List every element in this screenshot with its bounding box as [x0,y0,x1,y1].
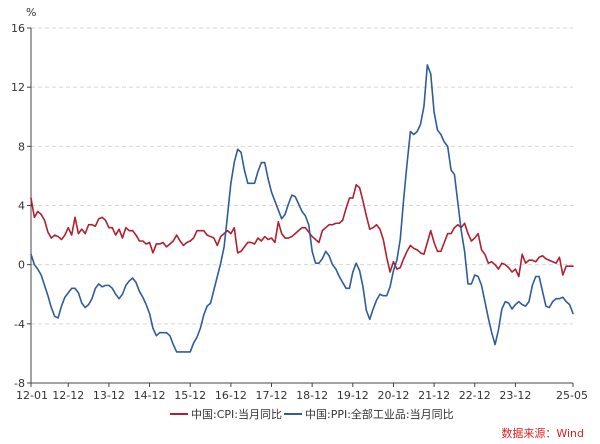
x-tick-label: 22-12 [459,389,491,402]
x-tick-label: 19-12 [337,389,369,402]
y-tick-label: 0 [18,259,25,272]
y-axis-ticks: 16 12 8 4 0 -4 -8 [11,22,31,390]
x-tick-label: 16-12 [215,389,247,402]
series-line-cpi [30,183,574,278]
y-tick-label: 16 [11,22,25,35]
legend-label: 中国:CPI:当月同比 [191,407,282,421]
y-tick-label: 4 [18,200,25,213]
grid-lines [31,27,573,325]
legend-item: 中国:CPI:当月同比 [170,407,282,421]
y-tick-label: 8 [18,140,25,153]
legend-item: 中国:PPI:全部工业品:当月同比 [284,407,454,421]
x-tick-label: 14-12 [134,389,166,402]
source-note: 数据来源：Wind [501,426,584,440]
series-lines [30,64,574,353]
x-tick-label: 20-12 [377,389,409,402]
x-tick-label: 12-01 [16,389,48,402]
y-tick-label: 12 [11,81,25,94]
y-tick-label: -4 [14,318,25,331]
x-tick-label: 17-12 [256,389,288,402]
x-tick-label: 12-12 [52,389,84,402]
x-tick-label: 23-12 [499,389,531,402]
legend: 中国:CPI:当月同比 中国:PPI:全部工业品:当月同比 [170,407,454,421]
legend-label: 中国:PPI:全部工业品:当月同比 [305,407,454,421]
y-axis-unit-label: % [26,6,36,19]
x-tick-label: 15-12 [174,389,206,402]
y-tick-label: -8 [14,377,25,390]
series-line-ppi [30,64,574,353]
x-tick-label: 13-12 [93,389,125,402]
x-tick-label: 21-12 [418,389,450,402]
x-tick-label: 18-12 [296,389,328,402]
x-axis-ticks: 12-01 12-12 13-12 14-12 15-12 16-12 17-12 18-12… [16,383,588,402]
x-tick-label: 25-05 [556,389,588,402]
